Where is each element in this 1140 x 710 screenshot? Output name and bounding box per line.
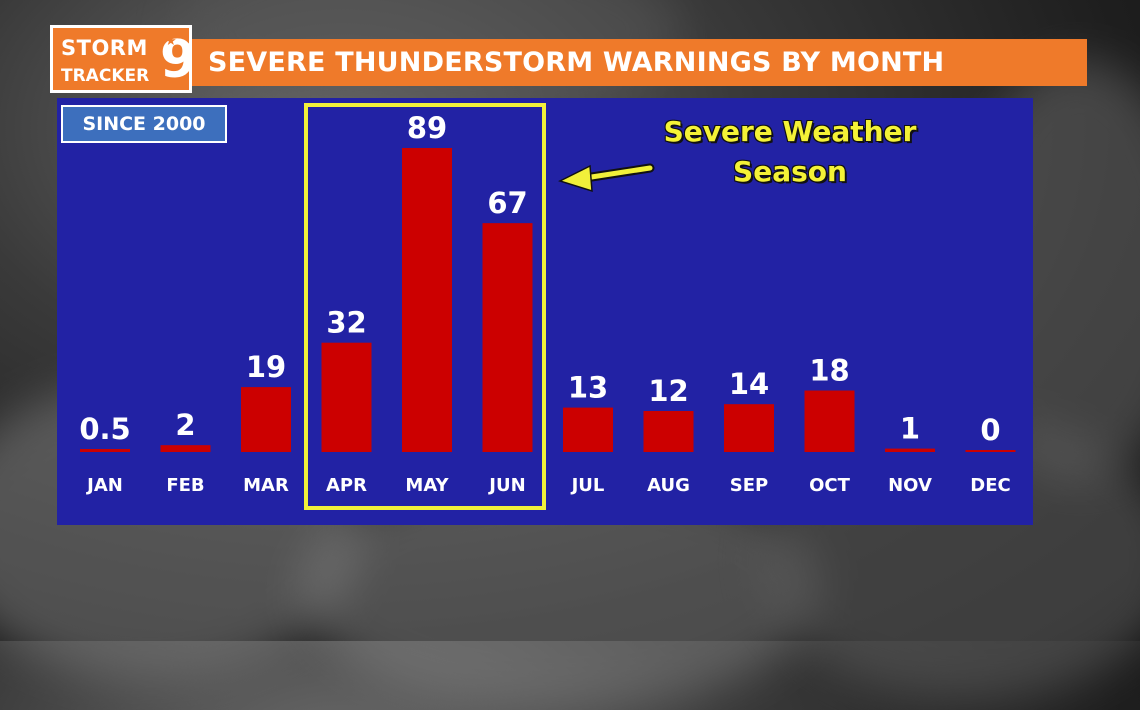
bar-may: [402, 148, 452, 452]
category-label-jul: JUL: [570, 475, 605, 496]
bar-nov: [885, 448, 935, 452]
storm-tracker-logo: STORM TRACKER 9 ★: [50, 25, 196, 93]
bar-jun: [482, 223, 533, 452]
category-label-mar: MAR: [243, 475, 289, 496]
category-label-aug: AUG: [647, 475, 690, 496]
severe-season-annotation: Severe Weather Season: [630, 112, 950, 192]
value-label-apr: 32: [326, 306, 366, 340]
category-label-jun: JUN: [487, 475, 525, 496]
logo-number: 9: [160, 30, 197, 90]
category-label-jan: JAN: [85, 475, 123, 496]
value-label-jan: 0.5: [79, 412, 130, 446]
value-label-feb: 2: [175, 408, 195, 442]
annotation-arrow: [558, 163, 655, 193]
value-label-jul: 13: [568, 371, 608, 405]
page-title: SEVERE THUNDERSTORM WARNINGS BY MONTH: [192, 39, 1087, 86]
bar-jan: [80, 449, 130, 452]
annotation-line1: Severe Weather: [663, 115, 917, 148]
value-label-aug: 12: [648, 374, 688, 408]
category-label-apr: APR: [326, 475, 367, 496]
value-label-may: 89: [407, 111, 447, 145]
bar-mar: [241, 387, 291, 452]
category-label-may: MAY: [405, 475, 449, 496]
bar-jul: [563, 407, 613, 452]
bar-chart: 0.5 JAN 2 FEB 19 MAR 32 APR 89 MAY 67 JUN 13 JUL 12 AUG…: [79, 111, 1016, 496]
bar-dec: [965, 450, 1016, 452]
category-label-feb: FEB: [166, 475, 204, 496]
star-icon: ★: [165, 34, 177, 49]
bar-sep: [724, 404, 774, 452]
bar-aug: [643, 411, 694, 452]
logo-line2: TRACKER: [61, 66, 150, 86]
logo-line1: STORM: [61, 36, 148, 60]
value-label-sep: 14: [729, 367, 769, 401]
arrow-icon: [558, 163, 655, 193]
category-label-dec: DEC: [970, 475, 1010, 496]
bar-feb: [160, 445, 211, 452]
value-label-jun: 67: [487, 186, 527, 220]
since-badge: SINCE 2000: [61, 105, 227, 143]
value-label-dec: 0: [980, 413, 1000, 447]
bar-apr: [321, 342, 372, 452]
bar-oct: [804, 390, 855, 452]
value-label-nov: 1: [900, 412, 920, 446]
category-label-nov: NOV: [888, 475, 932, 496]
category-label-oct: OCT: [809, 475, 851, 496]
value-label-mar: 19: [246, 350, 286, 384]
category-label-sep: SEP: [730, 475, 768, 496]
value-label-oct: 18: [809, 354, 849, 388]
annotation-line2: Season: [733, 155, 847, 188]
severe-season-highlight-box: [304, 103, 546, 510]
